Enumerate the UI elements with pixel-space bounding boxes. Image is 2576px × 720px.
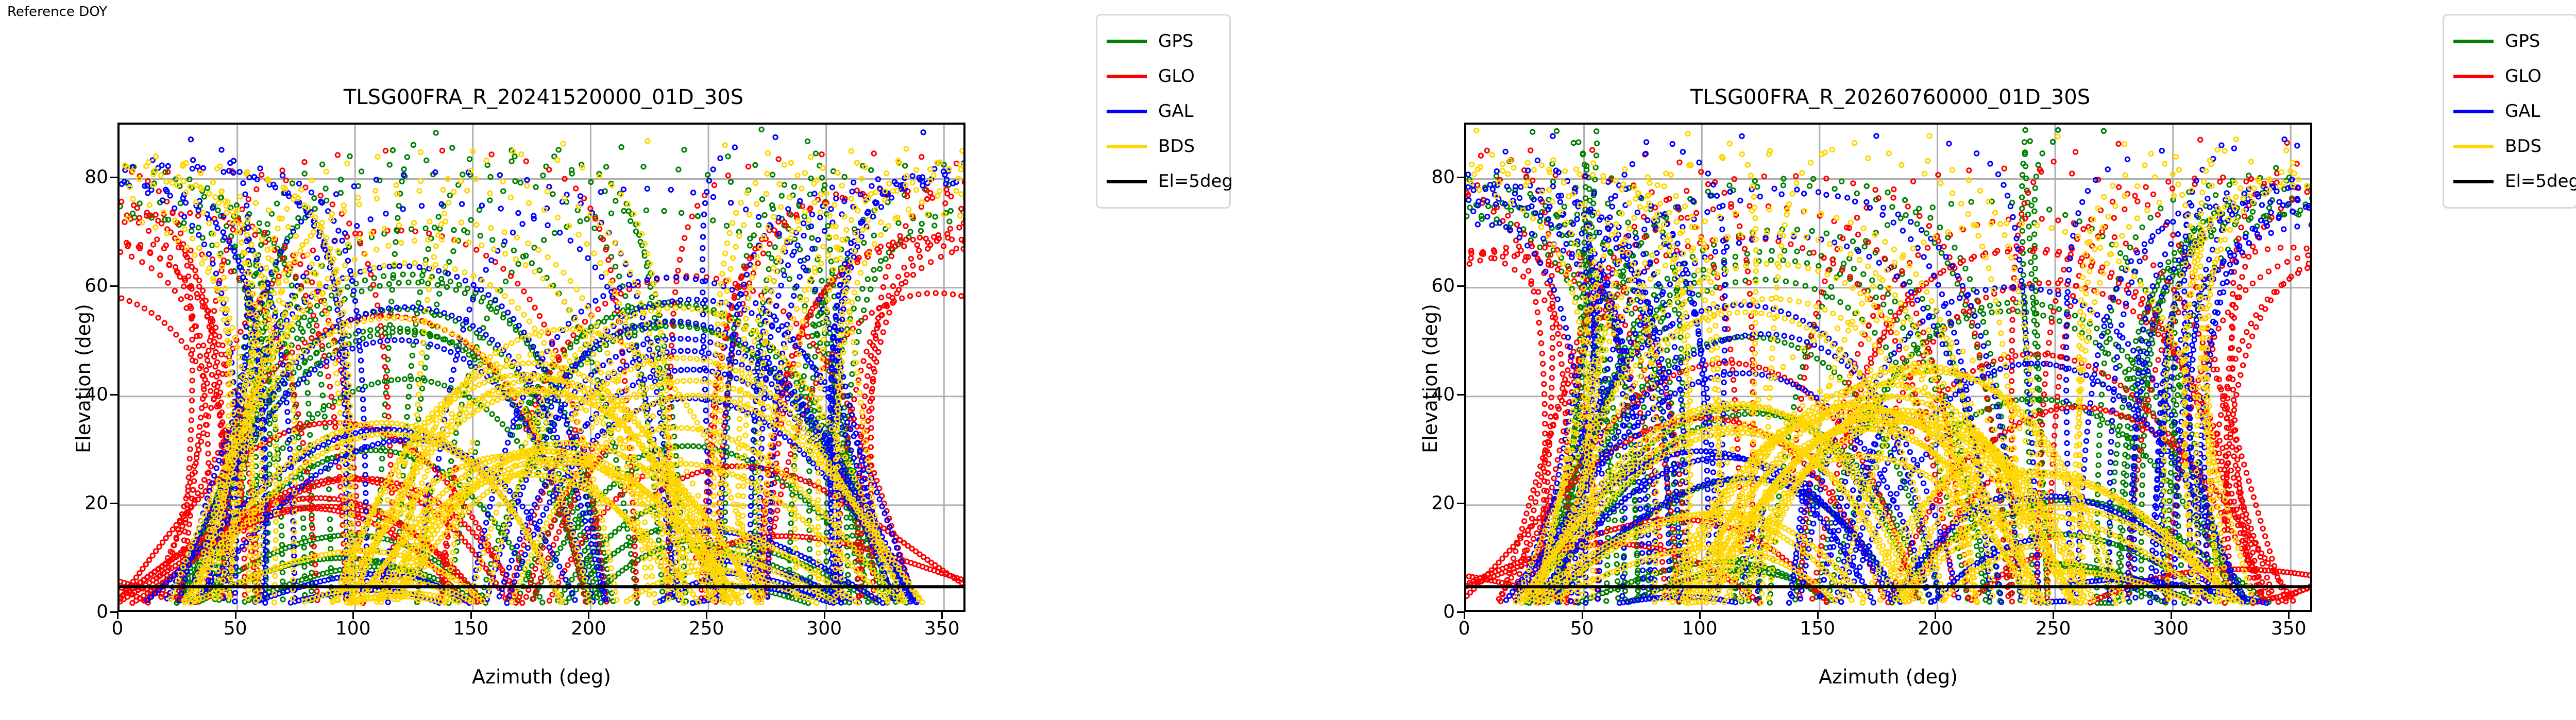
x-tick-label: 0 xyxy=(1426,618,1503,639)
plot-area-right xyxy=(1464,123,2312,612)
x-axis-label: Azimuth (deg) xyxy=(117,665,965,688)
legend-item-gps[interactable]: GPS xyxy=(1105,24,1222,59)
y-tick-mark xyxy=(110,176,117,178)
x-tick-mark xyxy=(706,612,708,619)
legend-item-gal[interactable]: GAL xyxy=(2451,94,2569,129)
x-tick-label: 50 xyxy=(1544,618,1621,639)
legend-left: GPS GLO GAL BDS El=5deg xyxy=(1096,14,1233,209)
x-tick-mark xyxy=(352,612,354,619)
x-tick-label: 50 xyxy=(197,618,274,639)
y-tick-label: 20 xyxy=(1409,492,1455,513)
y-tick-mark xyxy=(1457,176,1464,178)
y-axis-label-right: Elevation (deg) xyxy=(1419,134,1442,623)
legend-swatch-icon xyxy=(2453,179,2494,183)
y-tick-label: 60 xyxy=(62,275,108,296)
legend-swatch-icon xyxy=(1107,39,1147,43)
legend-swatch-icon xyxy=(1107,179,1147,183)
legend-item-el-5deg[interactable]: El=5deg xyxy=(1105,164,1233,199)
legend-item-el-5deg[interactable]: El=5deg xyxy=(2451,164,2576,199)
legend-item-gal[interactable]: GAL xyxy=(1105,94,1222,129)
x-tick-label: 250 xyxy=(668,618,745,639)
legend-swatch-icon xyxy=(1107,109,1147,113)
x-tick-mark xyxy=(1699,612,1701,619)
y-tick-label: 40 xyxy=(62,384,108,405)
y-tick-label: 40 xyxy=(1409,384,1455,405)
y-tick-mark xyxy=(110,393,117,396)
legend-swatch-icon xyxy=(2453,109,2494,113)
y-tick-label: 80 xyxy=(62,166,108,187)
legend-item-label: GAL xyxy=(2505,102,2540,120)
sky-plot-right xyxy=(1466,125,2310,610)
x-tick-label: 150 xyxy=(432,618,510,639)
x-tick-label: 100 xyxy=(1661,618,1738,639)
legend-item-label: GLO xyxy=(1158,67,1195,85)
y-tick-label: 0 xyxy=(1409,602,1455,623)
legend-swatch-icon xyxy=(2453,144,2494,148)
legend-item-label: El=5deg xyxy=(2505,173,2576,190)
x-tick-label: 300 xyxy=(2132,618,2210,639)
reference-doy-annotation: Reference DOY xyxy=(7,4,107,20)
legend-item-bds[interactable]: BDS xyxy=(1105,129,1222,164)
x-tick-mark xyxy=(2288,612,2290,619)
legend-swatch-icon xyxy=(2453,39,2494,43)
x-tick-mark xyxy=(1817,612,1819,619)
y-tick-mark xyxy=(1457,611,1464,613)
legend-item-glo[interactable]: GLO xyxy=(1105,59,1222,94)
x-tick-mark xyxy=(2170,612,2172,619)
x-tick-mark xyxy=(1581,612,1583,619)
x-tick-label: 200 xyxy=(1896,618,1974,639)
legend-item-label: GLO xyxy=(2505,67,2541,85)
legend-item-label: GPS xyxy=(1158,32,1193,50)
legend-item-bds[interactable]: BDS xyxy=(2451,129,2569,164)
y-tick-label: 0 xyxy=(62,602,108,623)
x-tick-mark xyxy=(117,612,118,619)
legend-item-glo[interactable]: GLO xyxy=(2451,59,2569,94)
x-tick-mark xyxy=(588,612,590,619)
x-tick-label: 200 xyxy=(550,618,627,639)
sky-plot-left xyxy=(120,125,963,610)
legend-item-label: BDS xyxy=(2505,138,2541,155)
x-tick-label: 100 xyxy=(314,618,392,639)
x-tick-mark xyxy=(1464,612,1465,619)
legend-swatch-icon xyxy=(1107,144,1147,148)
x-tick-label: 300 xyxy=(786,618,863,639)
y-tick-mark xyxy=(1457,502,1464,504)
y-tick-mark xyxy=(1457,285,1464,287)
y-axis-label: Elevation (deg) xyxy=(72,134,95,623)
y-tick-mark xyxy=(1457,393,1464,396)
x-tick-label: 350 xyxy=(2250,618,2327,639)
y-tick-mark xyxy=(110,502,117,504)
x-tick-mark xyxy=(823,612,825,619)
legend-swatch-icon xyxy=(1107,74,1147,78)
y-tick-label: 20 xyxy=(62,492,108,513)
x-tick-label: 0 xyxy=(79,618,156,639)
series-bds xyxy=(122,138,963,606)
legend-item-label: GPS xyxy=(2505,32,2540,50)
legend-right: GPS GLO GAL BDS El=5deg xyxy=(2443,14,2576,209)
legend-item-gps[interactable]: GPS xyxy=(2451,24,2569,59)
page-title-right: TLSG00FRA_R_20260760000_01D_30S xyxy=(1455,85,2326,109)
legend-swatch-icon xyxy=(2453,74,2494,78)
series-bds xyxy=(1468,127,2310,606)
x-tick-mark xyxy=(2053,612,2055,619)
x-tick-label: 150 xyxy=(1779,618,1856,639)
y-tick-label: 80 xyxy=(1409,166,1455,187)
chart-panel-right: TLSG00FRA_R_20260760000_01D_30S Elevatio… xyxy=(1347,0,2576,720)
x-tick-label: 250 xyxy=(2014,618,2092,639)
page-title: TLSG00FRA_R_20241520000_01D_30S xyxy=(108,85,979,109)
legend-item-label: El=5deg xyxy=(1158,173,1233,190)
y-tick-mark xyxy=(110,285,117,287)
x-tick-label: 350 xyxy=(903,618,980,639)
chart-panel-left: TLSG00FRA_R_20241520000_01D_30S Elevatio… xyxy=(62,85,980,688)
x-tick-mark xyxy=(941,612,943,619)
plot-area-left xyxy=(117,123,965,612)
x-tick-mark xyxy=(234,612,236,619)
legend-item-label: GAL xyxy=(1158,102,1194,120)
x-tick-mark xyxy=(1935,612,1937,619)
x-tick-mark xyxy=(470,612,472,619)
y-tick-label: 60 xyxy=(1409,275,1455,296)
x-axis-label-right: Azimuth (deg) xyxy=(1464,665,2312,688)
y-tick-mark xyxy=(110,611,117,613)
legend-item-label: BDS xyxy=(1158,138,1195,155)
